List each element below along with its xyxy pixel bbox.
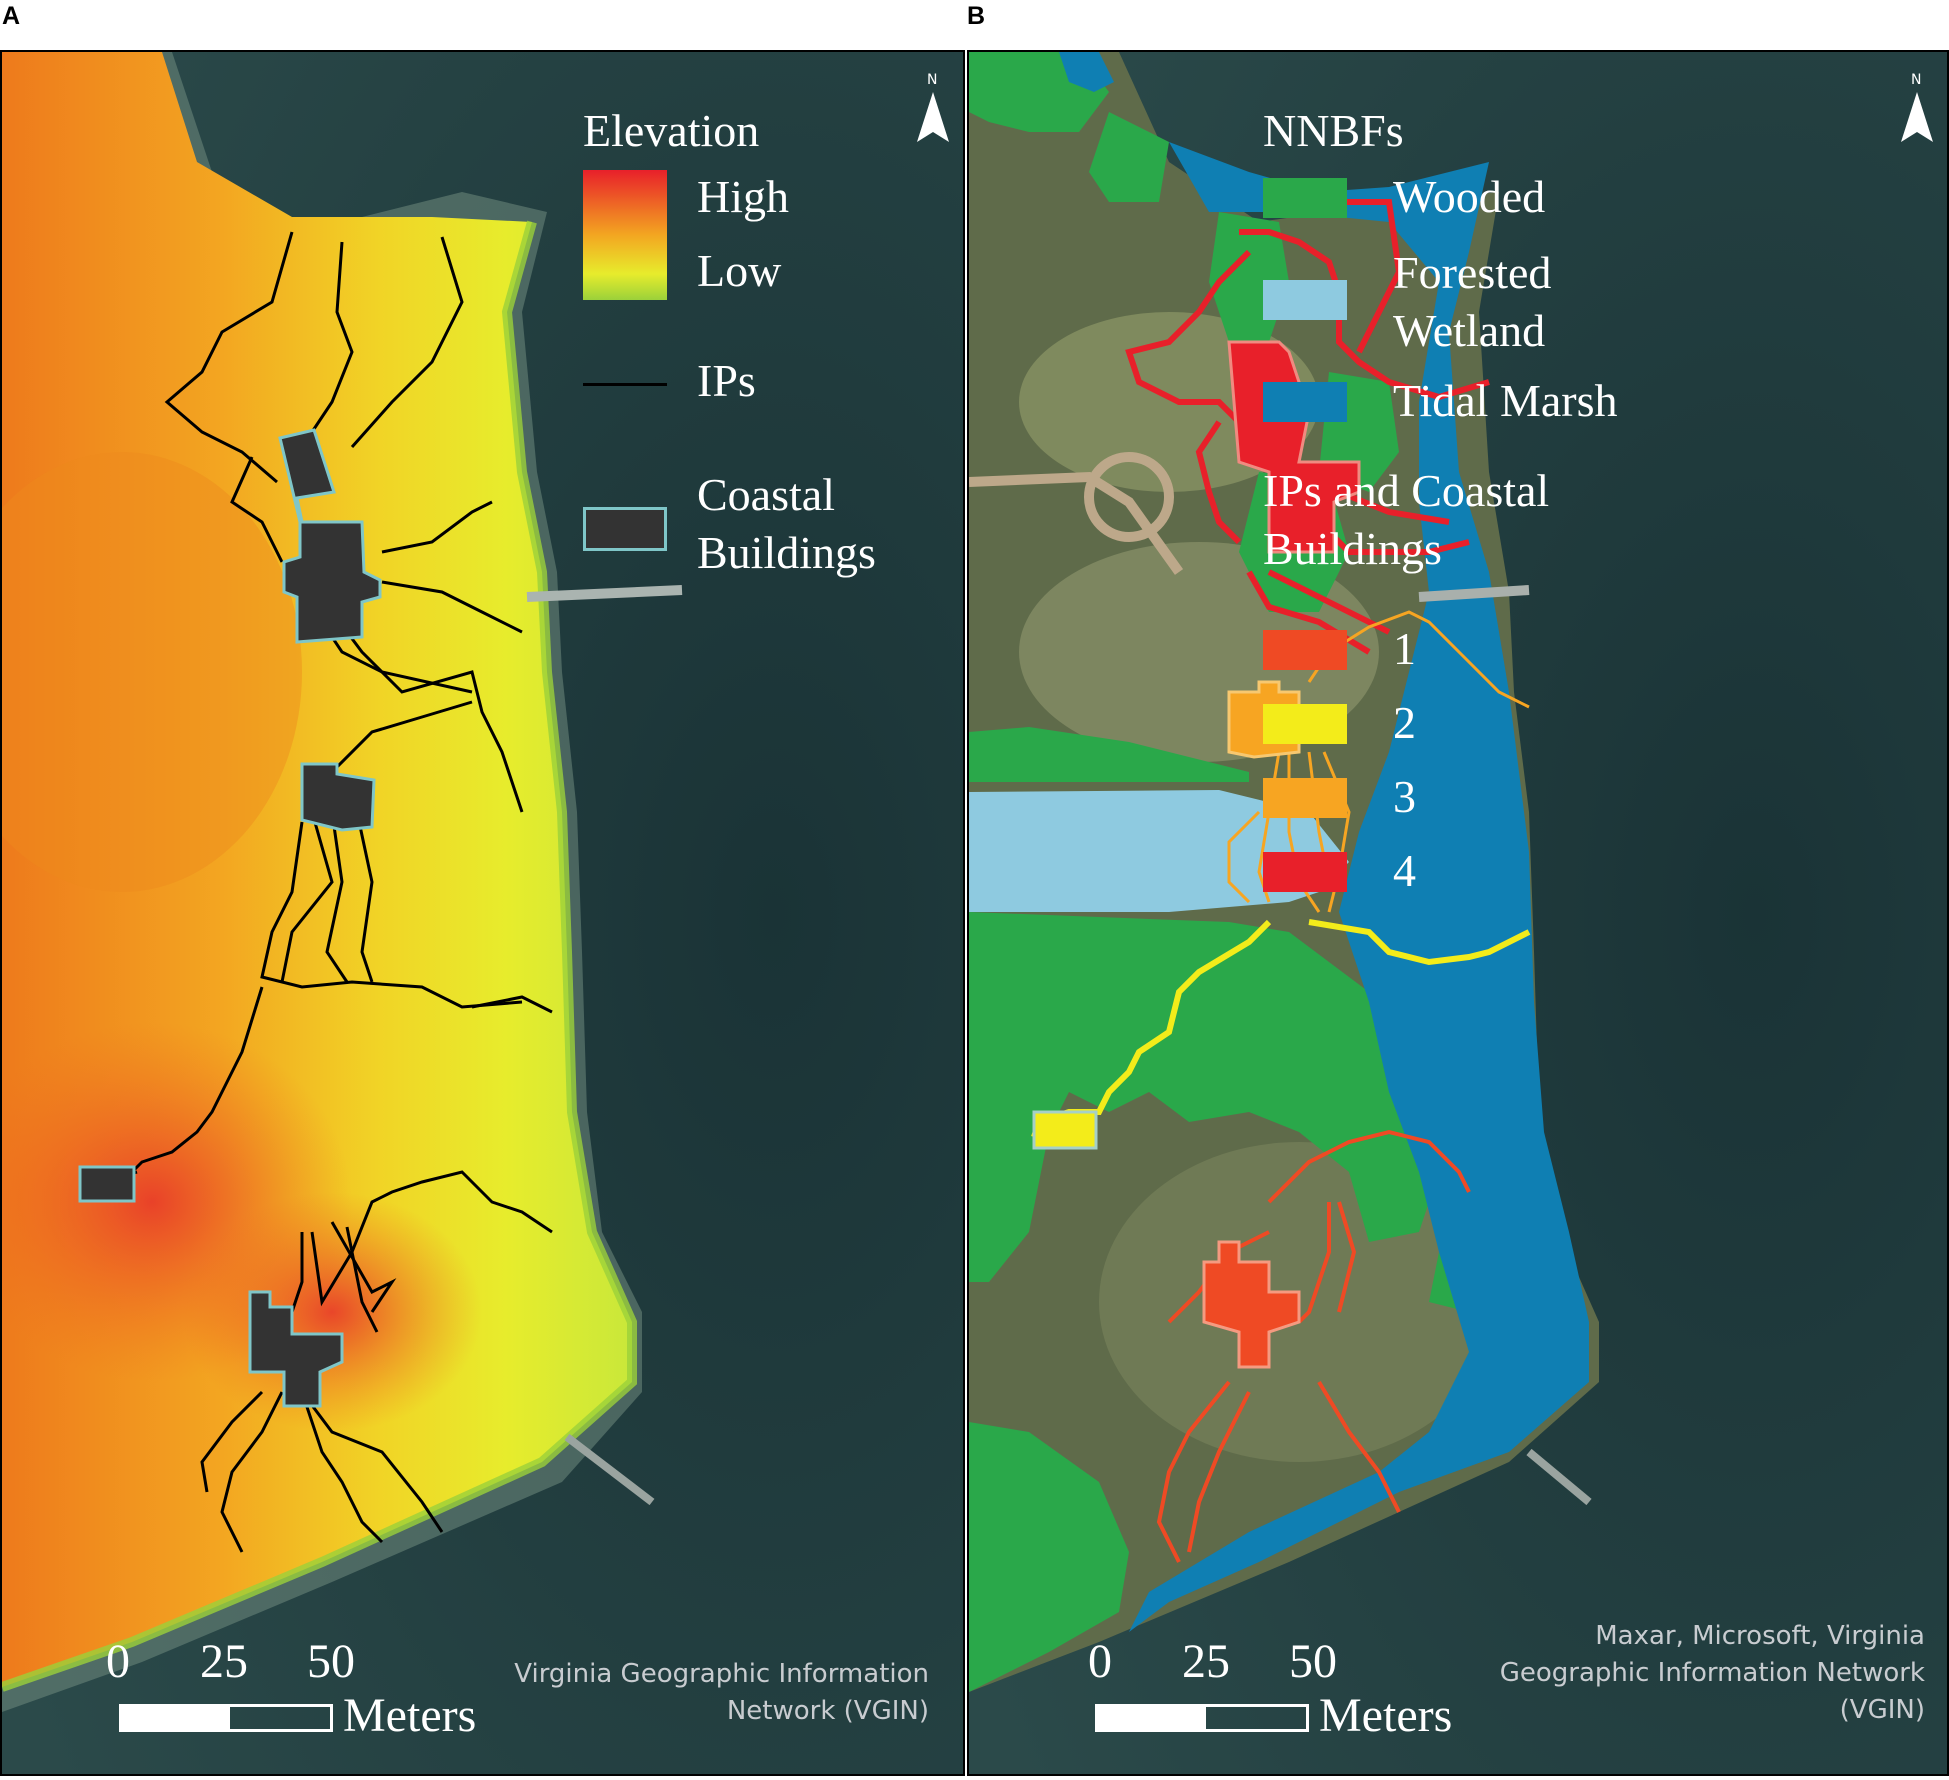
driveway	[969, 471, 1184, 575]
scale-unit: Meters	[343, 1689, 477, 1742]
wooded-areas	[969, 52, 1489, 1692]
coastal-building-2	[1032, 1110, 1098, 1150]
scale-tick-50: 50	[307, 1635, 355, 1688]
north-label: N	[927, 72, 938, 88]
legend-forested-label-1: Forested	[1393, 247, 1552, 298]
ip-3-swatch	[1263, 778, 1347, 818]
credit-line-1: Virginia Geographic Information	[514, 1659, 929, 1689]
pier	[564, 1433, 655, 1506]
elevation-map-panel: Elevation High Low IPs Coastal Buildings…	[0, 50, 965, 1776]
nnbf-map	[969, 52, 1947, 1774]
pier	[1418, 585, 1530, 602]
legend-buildings-label-1: Coastal	[697, 469, 835, 520]
pier	[526, 585, 683, 602]
building-swatch	[583, 507, 667, 551]
ip-line-swatch	[583, 383, 667, 386]
legend-ip-4-label: 4	[1393, 845, 1416, 896]
elevation-gradient-swatch	[583, 170, 667, 300]
wooded-swatch	[1263, 178, 1347, 218]
legend-title-elevation: Elevation	[583, 105, 760, 156]
coastal-buildings	[78, 428, 382, 1408]
scale-bar	[119, 1704, 333, 1732]
north-arrow-icon	[1901, 92, 1933, 142]
forested-wetland-swatch	[1263, 280, 1347, 320]
driveway-loop	[1084, 452, 1174, 542]
credit-line-2: Network (VGIN)	[726, 1696, 929, 1726]
legend-title-nnbfs: NNBFs	[1263, 105, 1404, 156]
ip-lines-1	[1156, 1129, 1471, 1563]
legend-ip-1-label: 1	[1393, 623, 1416, 674]
legend-buildings-label-2: Buildings	[697, 527, 876, 578]
tidal-marsh	[1059, 52, 1114, 92]
scale-tick-0: 0	[1088, 1635, 1112, 1688]
coastal-building-4	[1227, 340, 1361, 554]
ip-1-swatch	[1263, 630, 1347, 670]
scale-tick-25: 25	[200, 1635, 248, 1688]
map-credit: Virginia Geographic Information Network …	[514, 1656, 929, 1730]
legend-ips-label: IPs	[697, 355, 756, 406]
credit-line-3: (VGIN)	[1839, 1695, 1925, 1725]
credit-line-2: Geographic Information Network	[1499, 1658, 1925, 1688]
high-elevation-zone	[182, 1192, 482, 1432]
panel-b-letter: B	[967, 2, 986, 30]
scale-bar	[1095, 1704, 1309, 1732]
ip-4-swatch	[1263, 852, 1347, 892]
tidal-marsh-swatch	[1263, 382, 1347, 422]
north-arrow: N	[1897, 72, 1937, 152]
north-arrow-icon	[917, 92, 949, 142]
credit-line-1: Maxar, Microsoft, Virginia	[1595, 1621, 1925, 1651]
panel-a-letter: A	[2, 2, 21, 30]
legend-ips-title-1: IPs and Coastal	[1263, 465, 1550, 516]
scale-tick-50: 50	[1289, 1635, 1337, 1688]
ip-lines	[101, 231, 553, 1553]
north-arrow: N	[913, 72, 953, 152]
pier	[1526, 1448, 1592, 1506]
coastal-building-1	[1202, 1240, 1301, 1369]
elevation-map	[2, 52, 963, 1774]
legend-tidal-label: Tidal Marsh	[1393, 375, 1618, 426]
legend-low-label: Low	[697, 245, 782, 296]
legend-ip-2-label: 2	[1393, 697, 1416, 748]
legend-wooded-label: Wooded	[1393, 171, 1546, 222]
ip-2-swatch	[1263, 704, 1347, 744]
legend-high-label: High	[697, 171, 789, 222]
forested-wetland	[969, 790, 1349, 912]
north-label: N	[1911, 72, 1922, 88]
mid-elevation-zone	[2, 452, 302, 892]
nnbf-map-panel: NNBFs Wooded Forested Wetland Tidal Mars…	[967, 50, 1949, 1776]
legend-forested-label-2: Wetland	[1393, 305, 1546, 356]
map-credit: Maxar, Microsoft, Virginia Geographic In…	[1500, 1618, 1925, 1729]
low-elevation-edge	[2, 220, 637, 1692]
scale-unit: Meters	[1319, 1689, 1453, 1742]
legend-ip-3-label: 3	[1393, 771, 1416, 822]
legend-ips-title-2: Buildings	[1263, 523, 1442, 574]
tidal-marsh	[1129, 142, 1589, 1632]
scale-tick-0: 0	[106, 1635, 130, 1688]
scale-tick-25: 25	[1182, 1635, 1230, 1688]
